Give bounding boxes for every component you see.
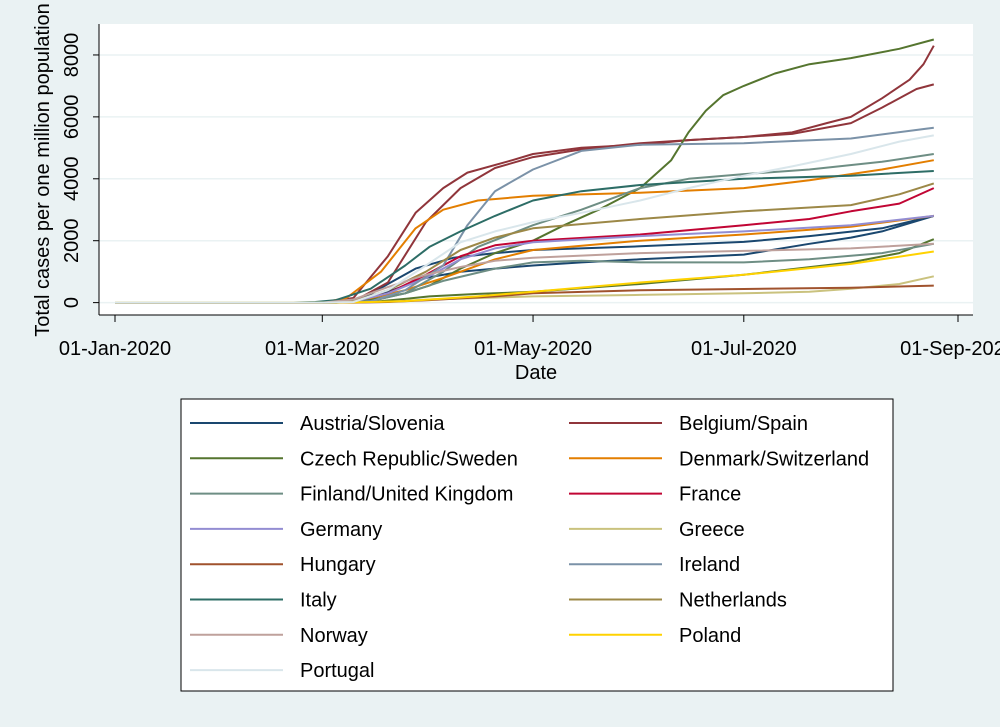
- legend-label: Portugal: [300, 660, 375, 682]
- series-line: [115, 242, 934, 304]
- series-line: [115, 134, 934, 304]
- y-tick-label: 4000: [61, 157, 83, 202]
- legend: Austria/Slovenia Belgium/Spain Czech Repub…: [180, 398, 894, 692]
- series-line: [115, 83, 935, 304]
- legend-label: Germany: [300, 519, 382, 541]
- legend-label: Norway: [300, 625, 368, 647]
- plot-area-background: [99, 24, 973, 315]
- x-tick-label: 01-Mar-2020: [265, 338, 380, 360]
- y-tick-label: 2000: [61, 218, 83, 263]
- legend-label: Italy: [300, 590, 337, 612]
- x-axis-title: Date: [515, 362, 557, 384]
- y-tick-label: 0: [61, 297, 83, 308]
- legend-label: Hungary: [300, 554, 376, 576]
- legend-label: France: [679, 484, 741, 506]
- legend-box: [180, 398, 894, 692]
- series-line: [115, 159, 934, 304]
- series-line: [115, 170, 934, 304]
- legend-label: Austria/Slovenia: [300, 413, 445, 435]
- legend-label: Ireland: [679, 554, 740, 576]
- legend-label: Denmark/Switzerland: [679, 448, 869, 470]
- legend-label: Greece: [679, 519, 745, 541]
- x-tick-label: 01-May-2020: [474, 338, 592, 360]
- series-line: [115, 250, 934, 304]
- y-tick-label: 8000: [61, 33, 83, 78]
- series-lines: [115, 38, 935, 304]
- y-axis-title: Total cases per one million population: [32, 3, 54, 337]
- y-tick-label: 6000: [61, 95, 83, 139]
- x-tick-label: 01-Jan-2020: [59, 338, 171, 360]
- legend-label: Poland: [679, 625, 741, 647]
- x-tick-label: 01-Sep-2020: [900, 338, 1000, 360]
- axes: 0 2000 4000 6000 8000 01-Jan-2020 01-Mar-2020 0…: [59, 24, 1000, 360]
- x-tick-label: 01-Jul-2020: [691, 338, 797, 360]
- legend-label: Netherlands: [679, 590, 787, 612]
- legend-label: Finland/United Kingdom: [300, 484, 513, 506]
- legend-label: Czech Republic/Sweden: [300, 448, 518, 470]
- legend-label: Belgium/Spain: [679, 413, 808, 435]
